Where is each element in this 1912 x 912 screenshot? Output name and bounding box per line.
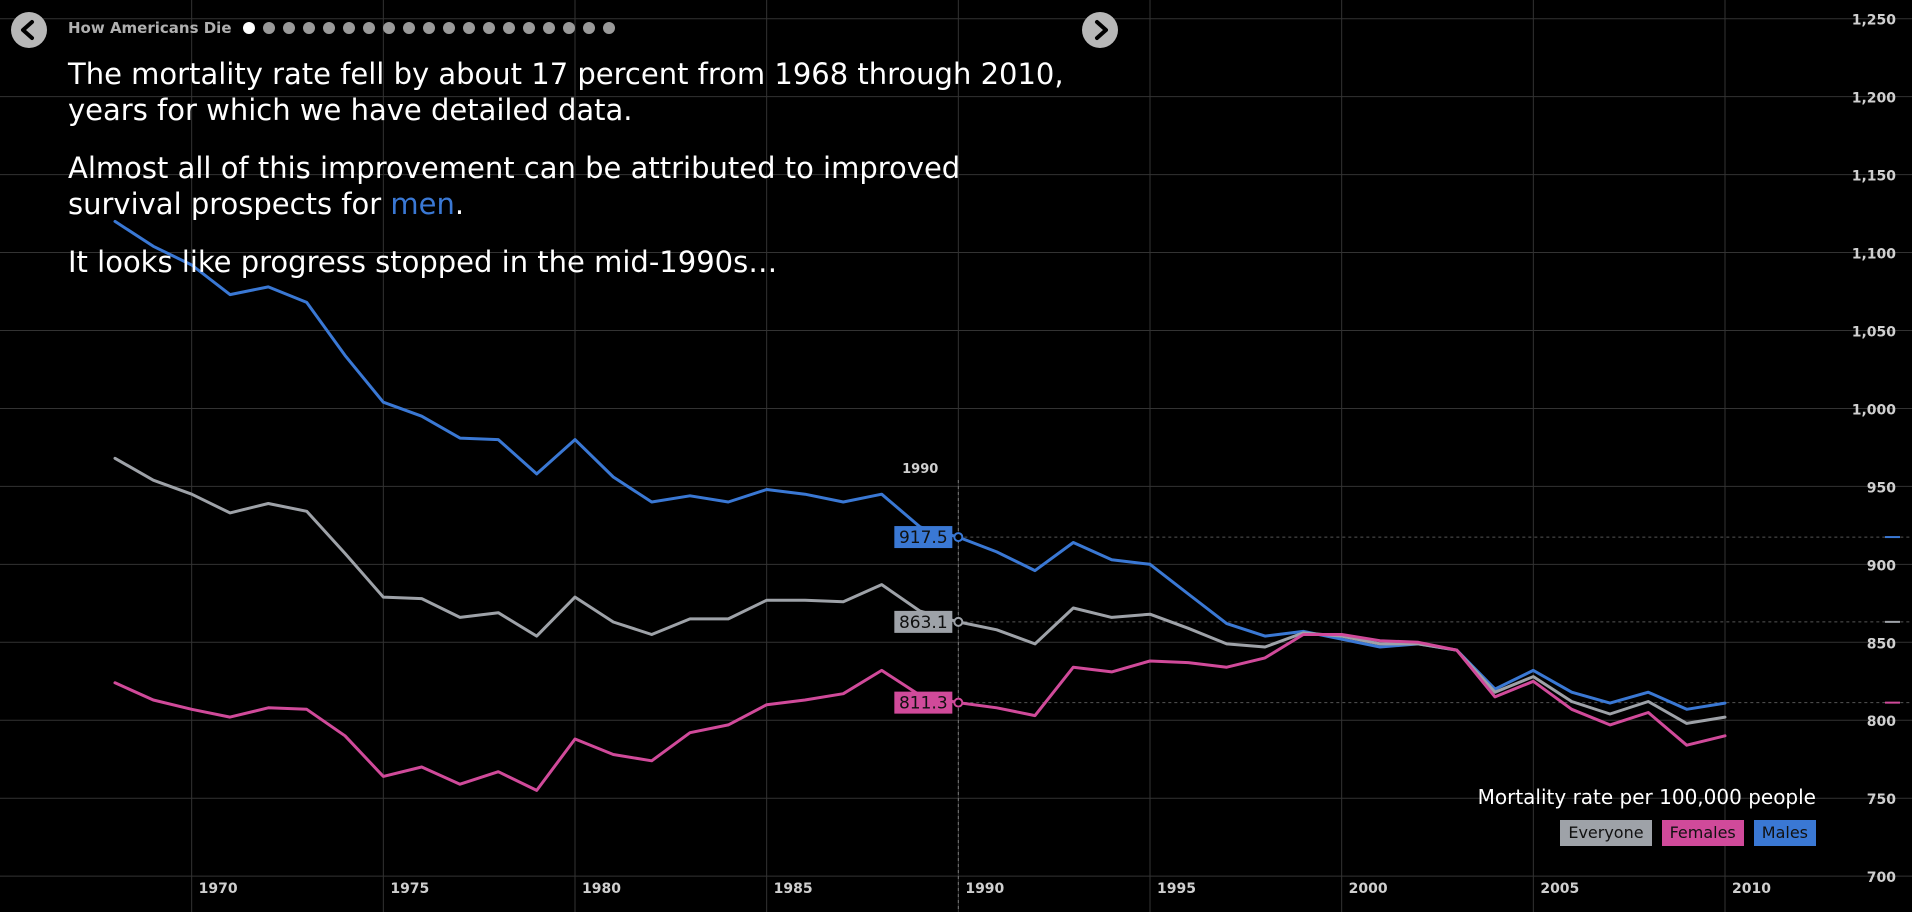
slide-dot-13[interactable] — [483, 22, 495, 34]
focus-value-box-everyone — [894, 610, 953, 633]
narrative-paragraph-2: Almost all of this improvement can be at… — [68, 150, 1078, 222]
focus-value-label-males: 917.5 — [899, 528, 948, 548]
y-tick-label-1000: 1,000 — [1852, 402, 1897, 418]
narrative-text: The mortality rate fell by about 17 perc… — [68, 56, 1078, 302]
y-tick-label-1150: 1,150 — [1852, 169, 1897, 185]
chevron-right-icon — [1095, 20, 1108, 40]
slide-dot-11[interactable] — [443, 22, 455, 34]
x-tick-label-2005: 2005 — [1540, 881, 1579, 897]
focus-point-females — [953, 697, 964, 708]
x-tick-label-1970: 1970 — [199, 881, 238, 897]
x-tick-label-1990: 1990 — [965, 881, 1004, 897]
slide-dot-2[interactable] — [263, 22, 275, 34]
slide-dot-9[interactable] — [403, 22, 415, 34]
x-tick-label-2010: 2010 — [1732, 881, 1771, 897]
slide-dot-18[interactable] — [583, 22, 595, 34]
men-highlight: men — [390, 187, 455, 221]
chevron-left-icon — [21, 20, 34, 40]
legend-chip-everyone[interactable]: Everyone — [1560, 820, 1652, 846]
legend-title: Mortality rate per 100,000 people — [1477, 785, 1816, 809]
x-tick-label-1975: 1975 — [390, 881, 429, 897]
legend-chip-females[interactable]: Females — [1661, 820, 1744, 846]
y-tick-label-1050: 1,050 — [1852, 325, 1897, 341]
slide-dot-14[interactable] — [503, 22, 515, 34]
slide-dot-17[interactable] — [563, 22, 575, 34]
prev-slide-button[interactable] — [11, 12, 47, 48]
y-tick-label-1100: 1,100 — [1852, 247, 1897, 263]
y-tick-label-750: 750 — [1867, 792, 1896, 808]
y-tick-label-1200: 1,200 — [1852, 91, 1897, 107]
slide-dot-7[interactable] — [363, 22, 375, 34]
story-title: How Americans Die — [68, 19, 232, 37]
slide-dot-16[interactable] — [543, 22, 555, 34]
slide-dot-10[interactable] — [423, 22, 435, 34]
focus-value-label-females: 811.3 — [899, 694, 948, 714]
narrative-paragraph-3: It looks like progress stopped in the mi… — [68, 245, 778, 279]
focus-point-males — [953, 532, 964, 543]
slide-dot-15[interactable] — [523, 22, 535, 34]
narrative-p2-end: . — [454, 187, 465, 221]
slide-dot-12[interactable] — [463, 22, 475, 34]
slide-dot-4[interactable] — [303, 22, 315, 34]
y-tick-label-1250: 1,250 — [1852, 13, 1897, 29]
focus-point-everyone — [953, 616, 964, 627]
x-tick-label-1995: 1995 — [1157, 881, 1196, 897]
slide-dot-1[interactable] — [243, 22, 255, 34]
x-tick-label-1985: 1985 — [774, 881, 813, 897]
slide-dot-6[interactable] — [343, 22, 355, 34]
y-tick-label-800: 800 — [1867, 714, 1896, 730]
focus-year-label: 1990 — [902, 462, 938, 477]
x-tick-label-2000: 2000 — [1349, 881, 1388, 897]
slide-dot-8[interactable] — [383, 22, 395, 34]
legend: Everyone Females Males — [1560, 820, 1816, 846]
y-tick-label-850: 850 — [1867, 636, 1896, 652]
slide-dot-3[interactable] — [283, 22, 295, 34]
legend-chip-males[interactable]: Males — [1753, 820, 1816, 846]
slide-dot-5[interactable] — [323, 22, 335, 34]
focus-value-label-everyone: 863.1 — [899, 613, 948, 633]
slide-dot-19[interactable] — [603, 22, 615, 34]
y-tick-label-700: 700 — [1867, 870, 1896, 886]
focus-value-box-males — [894, 526, 953, 549]
narrative-p2-text: Almost all of this improvement can be at… — [68, 151, 961, 221]
narrative-paragraph-1: The mortality rate fell by about 17 perc… — [68, 57, 1064, 127]
x-tick-label-1980: 1980 — [582, 881, 621, 897]
slide-pagination — [243, 22, 615, 34]
next-slide-button[interactable] — [1082, 12, 1118, 48]
y-tick-label-900: 900 — [1867, 558, 1896, 574]
y-tick-label-950: 950 — [1867, 480, 1896, 496]
focus-value-box-females — [894, 691, 953, 714]
